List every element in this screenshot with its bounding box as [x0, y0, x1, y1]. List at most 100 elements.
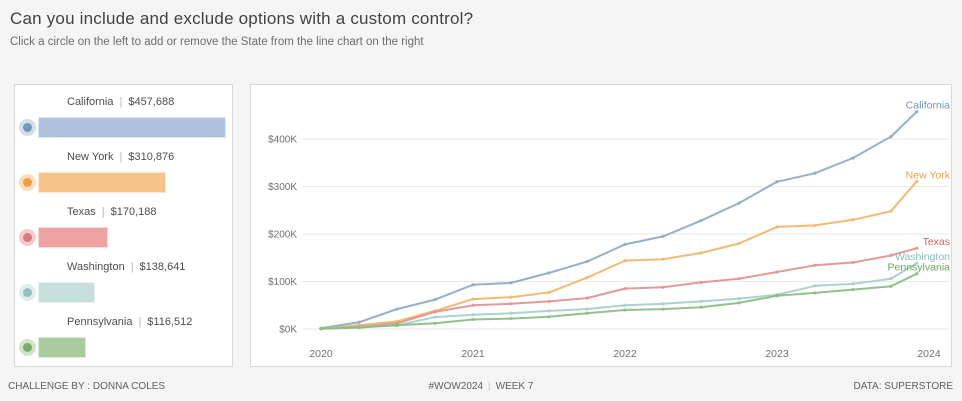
- series-marker-pennsylvania: [357, 325, 361, 330]
- state-row-pennsylvania: Pennsylvania | $116,512: [15, 311, 232, 366]
- sales-line-chart: $0K $100K $200K $300K $400K 2020 2021 2022 2023 2…: [268, 100, 951, 360]
- state-name: Washington: [67, 261, 125, 273]
- series-marker-california: [623, 242, 627, 247]
- series-marker-pennsylvania: [661, 307, 665, 311]
- state-toggle-circle-washington[interactable]: [19, 284, 36, 301]
- y-axis-tick-$200K: $200K: [268, 230, 297, 241]
- series-marker-washington: [851, 282, 855, 286]
- series-marker-california: [737, 201, 741, 205]
- series-marker-pennsylvania: [813, 291, 817, 295]
- series-marker-texas: [889, 253, 893, 258]
- series-marker-washington: [509, 311, 513, 316]
- state-row-washington: Washington | $138,641: [15, 256, 232, 311]
- line-chart-panel: $0K $100K $200K $300K $400K 2020 2021 2022 2023 2…: [250, 84, 952, 367]
- state-toggle-circle-pennsylvania[interactable]: [19, 339, 36, 356]
- series-marker-washington: [623, 303, 627, 307]
- series-marker-new-york: [547, 290, 551, 295]
- series-marker-texas: [471, 303, 475, 307]
- series-marker-california: [471, 283, 475, 287]
- state-separator: |: [119, 96, 123, 108]
- state-label-texas: Texas | $170,188: [67, 206, 157, 218]
- series-marker-new-york: [737, 241, 741, 246]
- dashboard-body: California | $457,688 New York | $310,876 Texa…: [0, 84, 962, 367]
- series-marker-california: [699, 219, 703, 223]
- dashboard-header: Can you include and exclude options with…: [0, 0, 962, 48]
- series-marker-texas: [737, 276, 741, 281]
- state-toggle-dot-washington: [23, 288, 32, 297]
- series-marker-washington: [889, 276, 893, 281]
- series-marker-new-york: [623, 258, 627, 263]
- series-marker-washington: [915, 261, 919, 265]
- series-marker-texas: [775, 270, 779, 274]
- state-sales-value: $457,688: [128, 96, 175, 108]
- series-marker-new-york: [813, 223, 817, 228]
- state-sales-bar-texas: [38, 227, 108, 248]
- series-marker-texas: [547, 299, 551, 304]
- footer-separator: |: [488, 381, 491, 392]
- state-toggle-circle-texas[interactable]: [19, 229, 36, 246]
- series-marker-washington: [699, 299, 703, 304]
- series-marker-california: [547, 271, 551, 275]
- series-marker-washington: [585, 307, 589, 311]
- series-marker-texas: [661, 285, 665, 289]
- series-marker-new-york: [889, 209, 893, 213]
- series-marker-pennsylvania: [623, 308, 627, 312]
- series-line-texas: [320, 247, 918, 330]
- page-subtitle: Click a circle on the left to add or rem…: [10, 36, 424, 48]
- series-marker-new-york: [915, 179, 919, 184]
- series-label-washington: Washington: [895, 251, 950, 263]
- y-axis-tick-$100K: $100K: [268, 277, 297, 288]
- state-sales-bar-new-york: [38, 172, 166, 193]
- series-marker-pennsylvania: [433, 321, 437, 325]
- state-toggle-circle-california[interactable]: [19, 119, 36, 136]
- state-toggle-dot-california: [23, 123, 32, 132]
- state-control-list: California | $457,688 New York | $310,876 Texa…: [15, 85, 232, 366]
- series-marker-new-york: [585, 276, 589, 280]
- x-axis-tick-2022: 2022: [613, 348, 637, 360]
- state-sales-value: $116,512: [147, 316, 193, 328]
- footer-wow-week: #WOW2024 | WEEK 7: [0, 381, 962, 392]
- state-separator: |: [138, 316, 142, 328]
- state-label-new-york: New York | $310,876: [67, 151, 174, 163]
- series-marker-texas: [585, 296, 589, 300]
- series-label-pennsylvania: Pennsylvania: [888, 262, 951, 274]
- series-marker-texas: [509, 302, 513, 306]
- series-marker-california: [661, 234, 665, 239]
- footer-wow-tag: #WOW2024: [428, 381, 484, 392]
- series-marker-california: [357, 320, 361, 325]
- series-marker-new-york: [775, 225, 779, 229]
- series-marker-california: [395, 307, 399, 311]
- series-marker-california: [775, 180, 779, 184]
- series-label-texas: Texas: [923, 236, 950, 248]
- state-sales-value: $138,641: [139, 261, 186, 273]
- state-toggle-dot-texas: [23, 233, 32, 242]
- state-sales-value: $170,188: [110, 206, 157, 218]
- series-marker-california: [889, 134, 893, 139]
- x-axis-tick-2023: 2023: [765, 348, 789, 360]
- state-toggle-circle-new-york[interactable]: [19, 174, 36, 191]
- series-marker-pennsylvania: [547, 314, 551, 319]
- state-label-washington: Washington | $138,641: [67, 261, 185, 273]
- state-separator: |: [101, 206, 105, 218]
- series-marker-california: [585, 259, 589, 264]
- series-marker-pennsylvania: [509, 316, 513, 321]
- series-marker-new-york: [661, 257, 665, 261]
- state-toggle-dot-pennsylvania: [23, 343, 32, 352]
- series-marker-new-york: [509, 295, 513, 299]
- footer-challenge-by: CHALLENGE BY : DONNA COLES: [8, 381, 166, 392]
- series-label-new-york: New York: [906, 169, 951, 181]
- series-marker-california: [813, 171, 817, 175]
- series-marker-texas: [699, 280, 703, 285]
- series-marker-washington: [737, 296, 741, 301]
- state-separator: |: [119, 151, 123, 163]
- x-axis-tick-2020: 2020: [309, 348, 333, 360]
- state-sales-bar-california: [38, 117, 226, 138]
- series-marker-texas: [915, 246, 919, 250]
- series-marker-california: [433, 297, 437, 302]
- series-marker-pennsylvania: [699, 305, 703, 309]
- state-control-panel: California | $457,688 New York | $310,876 Texa…: [14, 84, 233, 367]
- footer-week: WEEK 7: [495, 381, 534, 392]
- series-marker-washington: [661, 302, 665, 306]
- series-marker-texas: [623, 286, 627, 291]
- y-axis-tick-$400K: $400K: [268, 135, 297, 146]
